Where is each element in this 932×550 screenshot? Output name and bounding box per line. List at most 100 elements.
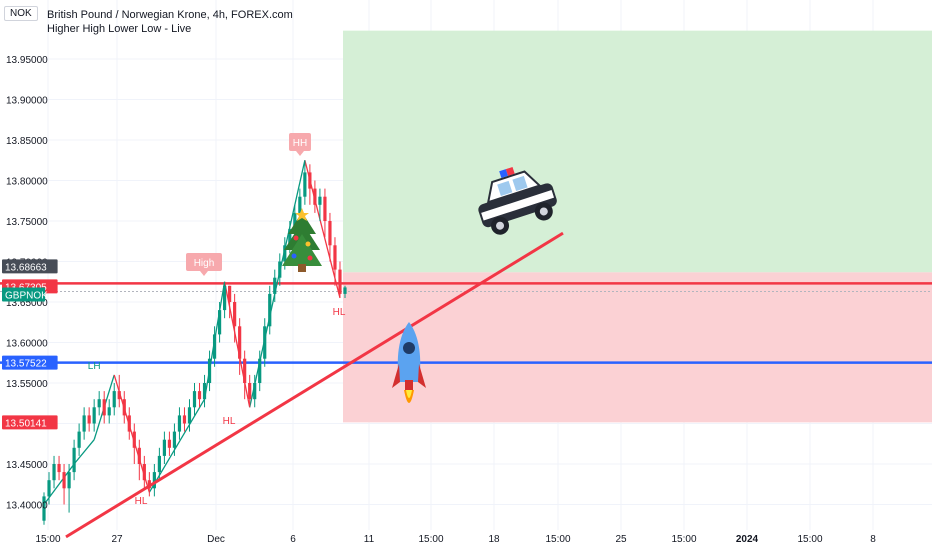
time-tick-label: 2024 [736, 534, 759, 545]
zone-loss [343, 272, 932, 423]
price-tick-label: 13.60000 [6, 339, 48, 350]
zigzag-segment [148, 398, 206, 493]
candle-body [62, 472, 66, 489]
time-tick-label: 8 [870, 534, 876, 545]
candle-body [343, 287, 347, 294]
pivot-label-pointer [200, 271, 208, 276]
candle-body [112, 391, 116, 408]
candle-body [132, 431, 136, 448]
candle-body [192, 391, 197, 408]
candle-body [318, 196, 322, 205]
price-tick-label: 13.40000 [6, 501, 48, 512]
candle-body [137, 447, 141, 464]
candle-body [177, 415, 182, 432]
candle-body [122, 399, 126, 416]
price-badge-label: 13.68663 [5, 262, 47, 273]
zigzag-lines [43, 160, 341, 505]
candle-body [238, 326, 242, 359]
candle-body [217, 310, 222, 335]
zigzag-segment [73, 439, 95, 465]
price-badge [2, 355, 58, 370]
price-tick-label: 13.55000 [6, 379, 48, 390]
time-tick-label: 15:00 [35, 534, 60, 545]
pivot-label: High [194, 258, 215, 269]
candle-body [162, 439, 166, 456]
trendline-segment[interactable] [65, 231, 564, 539]
rocket-icon [392, 322, 426, 403]
candle-body [212, 334, 217, 359]
price-tick-label: 13.90000 [6, 96, 48, 107]
pivot-label-pointer [296, 151, 304, 156]
time-tick-label: 25 [615, 534, 627, 545]
indicator-title[interactable]: Higher High Lower Low - Live [47, 23, 192, 35]
time-axis: 15:00 27 Dec 6 11 15:00 18 15:00 25 15:00 2024 15:0… [35, 534, 876, 545]
chart-legend: British Pound / Norwegian Krone, 4h, FOR… [47, 8, 293, 36]
candle-body [223, 285, 227, 311]
price-tick-label: 13.80000 [6, 177, 48, 188]
candles [42, 160, 347, 525]
time-tick-label: 18 [488, 534, 500, 545]
candle-body [258, 358, 262, 383]
candle-body [97, 399, 101, 408]
candle-body [278, 261, 282, 278]
police-car-icon [478, 166, 557, 235]
candle-body [92, 407, 96, 424]
candle-body [127, 415, 131, 432]
trendline[interactable] [65, 231, 564, 539]
candle-body [283, 245, 287, 262]
pivot-label: HL [135, 496, 148, 507]
price-tick-label: 13.95000 [6, 55, 48, 66]
candle-body [52, 464, 56, 481]
candle-body [167, 439, 172, 448]
time-tick-label: 27 [111, 534, 123, 545]
candle-body [303, 172, 307, 197]
price-tick-label: 13.75000 [6, 217, 48, 228]
candle-body [67, 472, 71, 489]
candle-body [253, 383, 257, 400]
candle-body [72, 447, 76, 473]
candle-body [87, 415, 91, 424]
candle-body [243, 358, 247, 383]
currency-tag[interactable]: NOK [4, 6, 38, 21]
christmas-tree-icon [282, 208, 322, 272]
time-tick-label: 11 [364, 534, 375, 545]
pivot-label: HL [333, 307, 346, 318]
time-tick-label: 15:00 [545, 534, 570, 545]
zigzag-segment [223, 281, 251, 408]
candle-body [57, 464, 61, 473]
candle-body [308, 172, 312, 189]
candle-body [47, 480, 51, 497]
candle-body [172, 431, 177, 448]
candle-body [263, 326, 267, 359]
candle-body [338, 269, 342, 294]
candle-body [102, 399, 106, 416]
price-tick-label: 13.45000 [6, 460, 48, 471]
candle-body [333, 245, 337, 270]
pivot-label-box [289, 133, 311, 151]
candle-body [117, 391, 121, 400]
candle-body [107, 407, 111, 416]
candle-body [82, 415, 86, 432]
candle-body [42, 496, 46, 521]
candle-body [207, 358, 212, 383]
candle-body [202, 383, 207, 400]
candle-body [273, 277, 277, 294]
time-tick-label: Dec [207, 534, 225, 545]
candle-body [77, 431, 81, 448]
symbol-title[interactable]: British Pound / Norwegian Krone, 4h, FOR… [47, 9, 293, 21]
candle-body [323, 196, 327, 221]
price-badge [2, 287, 46, 302]
risk-reward-zones [343, 30, 932, 423]
price-tick-label: 13.65000 [6, 298, 48, 309]
zone-profit [343, 30, 932, 273]
candle-body [142, 464, 146, 481]
price-tick-label: 13.85000 [6, 136, 48, 147]
candle-body [187, 407, 192, 424]
time-tick-label: 6 [290, 534, 296, 545]
price-badge-label: GBPNOK [5, 290, 48, 301]
candle-body [233, 302, 237, 327]
pivot-label: HH [293, 138, 307, 149]
pivot-labels: LH High HH HL HL HL [88, 133, 346, 507]
